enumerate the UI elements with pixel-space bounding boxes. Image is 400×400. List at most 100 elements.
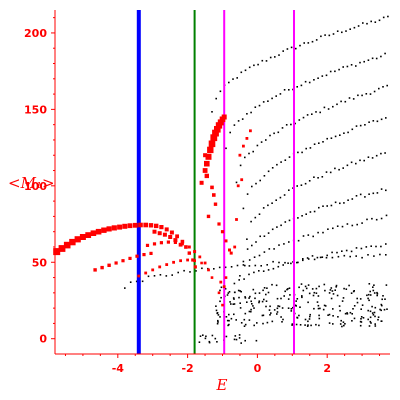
black-point — [273, 132, 275, 135]
black-point — [238, 279, 240, 281]
black-point — [309, 313, 311, 316]
black-point — [360, 318, 362, 320]
data-point — [79, 234, 86, 240]
black-point — [278, 305, 281, 308]
black-point — [310, 324, 312, 327]
black-point — [147, 275, 150, 278]
black-point — [313, 143, 316, 145]
black-point — [327, 314, 329, 316]
black-point — [308, 318, 311, 320]
data-point — [219, 280, 223, 284]
black-point — [276, 297, 279, 300]
black-point — [342, 297, 345, 299]
black-point — [313, 210, 316, 213]
black-point — [244, 69, 247, 72]
black-point — [290, 46, 293, 49]
black-point — [272, 260, 274, 263]
black-point — [258, 301, 260, 304]
black-point — [263, 251, 266, 253]
black-point — [261, 314, 264, 317]
black-point — [254, 264, 257, 267]
black-point — [235, 181, 238, 184]
black-point — [316, 256, 319, 259]
black-point — [347, 199, 349, 201]
black-point — [228, 81, 230, 84]
data-point — [205, 153, 212, 160]
x-tick-label: 2 — [323, 362, 331, 375]
data-point — [142, 253, 146, 257]
black-point — [305, 213, 307, 215]
black-point — [373, 284, 375, 286]
black-point — [325, 256, 328, 259]
black-point — [195, 270, 197, 272]
data-point — [137, 274, 141, 278]
data-point — [178, 242, 183, 247]
black-point — [214, 337, 217, 340]
black-point — [282, 318, 284, 321]
black-point — [275, 199, 277, 201]
black-point — [254, 216, 257, 219]
black-point — [233, 291, 236, 294]
black-point — [386, 84, 388, 87]
black-point — [332, 105, 334, 108]
black-point — [219, 90, 222, 93]
black-point — [268, 309, 271, 311]
black-point — [226, 294, 229, 296]
black-point — [375, 245, 377, 248]
black-point — [215, 309, 218, 312]
black-point — [343, 254, 346, 257]
black-point — [335, 286, 337, 288]
black-point — [295, 300, 297, 302]
y-tick-label: 150 — [24, 103, 47, 116]
black-point — [339, 309, 341, 312]
black-point — [219, 289, 221, 292]
black-point — [322, 141, 324, 143]
black-point — [357, 25, 360, 27]
black-point — [343, 287, 345, 290]
black-point — [344, 312, 347, 315]
black-point — [332, 293, 335, 295]
black-point — [265, 60, 268, 62]
data-point — [158, 265, 162, 269]
black-point — [300, 283, 303, 285]
black-point — [373, 255, 375, 257]
black-point — [281, 307, 284, 309]
black-point — [242, 207, 245, 210]
black-point — [269, 56, 272, 59]
data-point — [210, 185, 214, 190]
data-point — [127, 223, 133, 229]
black-point — [332, 308, 334, 310]
black-point — [248, 259, 251, 261]
black-point — [301, 151, 303, 154]
black-point — [360, 247, 363, 250]
black-point — [280, 161, 282, 163]
black-point — [224, 288, 227, 290]
black-point — [372, 120, 375, 122]
black-point — [306, 325, 309, 327]
black-point — [284, 261, 286, 264]
black-point — [321, 256, 324, 258]
black-point — [324, 305, 327, 307]
black-point — [320, 35, 322, 38]
black-point — [228, 313, 230, 316]
black-point — [309, 315, 311, 318]
black-point — [368, 325, 371, 327]
data-point — [180, 242, 184, 246]
black-point — [349, 28, 351, 30]
black-point — [346, 312, 348, 314]
black-point — [366, 294, 368, 297]
black-point — [341, 325, 343, 328]
data-point — [208, 140, 216, 148]
black-point — [236, 77, 238, 79]
black-point — [374, 306, 377, 309]
black-point — [328, 313, 331, 316]
black-point — [285, 124, 288, 126]
black-point — [367, 297, 369, 300]
black-point — [308, 180, 311, 182]
data-point — [229, 251, 233, 255]
data-point — [217, 291, 221, 295]
black-point — [306, 114, 309, 116]
black-point — [269, 134, 271, 137]
data-point — [233, 245, 237, 249]
black-point — [159, 274, 162, 276]
